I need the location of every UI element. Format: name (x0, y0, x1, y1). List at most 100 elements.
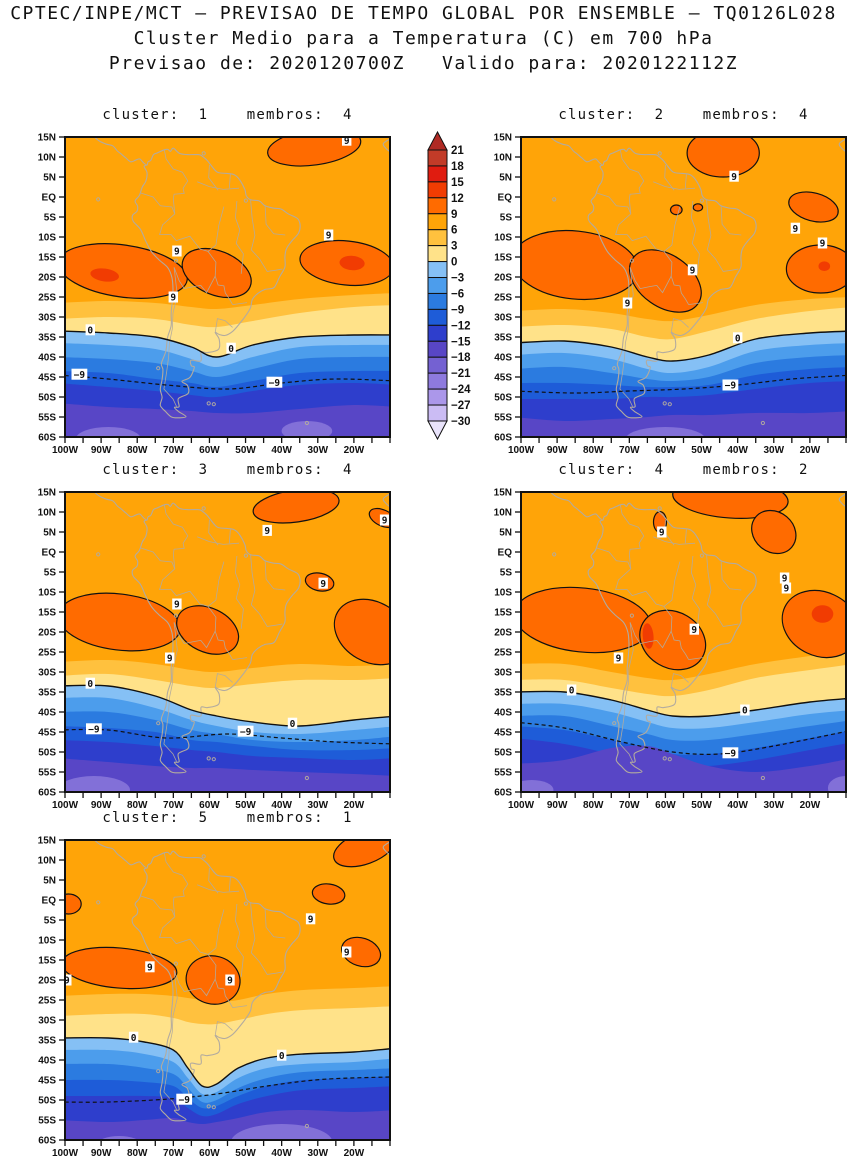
svg-text:70W: 70W (163, 1148, 184, 1157)
svg-text:9: 9 (227, 976, 233, 987)
svg-text:9: 9 (174, 600, 180, 611)
axis-labels: 15N 10N 5N EQ 5S 10S 15S 20S 25S 30S 35S 40S 45S 50S 5… (494, 488, 821, 812)
svg-text:9: 9 (820, 239, 826, 250)
svg-text:70W: 70W (163, 445, 184, 456)
svg-text:35S: 35S (38, 688, 56, 699)
svg-text:9: 9 (264, 526, 270, 537)
svg-text:15S: 15S (38, 253, 56, 264)
map-cluster-1: 9 9 9 9 0 0 −9 −9 15N 10N 5N EQ 5S 10S 15S 20S 25S 30S 35S… (38, 133, 391, 457)
svg-text:30S: 30S (494, 313, 512, 324)
svg-text:9: 9 (616, 654, 622, 665)
svg-text:60W: 60W (199, 1148, 220, 1157)
svg-text:20W: 20W (344, 445, 365, 456)
svg-text:−9: −9 (269, 378, 281, 389)
svg-text:15S: 15S (494, 608, 512, 619)
svg-text:10S: 10S (494, 233, 512, 244)
svg-text:80W: 80W (583, 800, 604, 811)
svg-text:35S: 35S (38, 1036, 56, 1047)
svg-text:45S: 45S (38, 1076, 56, 1087)
svg-text:60W: 60W (655, 445, 676, 456)
svg-text:60S: 60S (38, 1136, 56, 1147)
svg-text:−3: −3 (451, 273, 464, 285)
svg-text:55S: 55S (38, 413, 56, 424)
svg-text:9: 9 (167, 654, 173, 665)
svg-text:60W: 60W (199, 445, 220, 456)
svg-text:100W: 100W (508, 445, 535, 456)
svg-text:20W: 20W (344, 800, 365, 811)
axis-ticks (515, 136, 847, 443)
axis-labels: 15N 10N 5N EQ 5S 10S 15S 20S 25S 30S 35S 40S 45S 50S 5… (38, 836, 365, 1157)
svg-text:15S: 15S (38, 608, 56, 619)
svg-text:60W: 60W (199, 800, 220, 811)
svg-text:0: 0 (569, 686, 575, 697)
svg-text:10S: 10S (38, 936, 56, 947)
svg-text:5S: 5S (44, 568, 57, 579)
svg-text:5S: 5S (44, 213, 57, 224)
svg-text:15S: 15S (38, 956, 56, 967)
axis-labels: 15N 10N 5N EQ 5S 10S 15S 20S 25S 30S 35S 40S 45S 50S 5… (38, 133, 365, 457)
axis-labels: 15N 10N 5N EQ 5S 10S 15S 20S 25S 30S 35S 40S 45S 50S 5… (494, 133, 821, 457)
svg-text:0: 0 (451, 257, 457, 269)
svg-text:9: 9 (174, 247, 180, 258)
svg-text:5N: 5N (499, 173, 512, 184)
svg-text:70W: 70W (163, 800, 184, 811)
svg-text:50W: 50W (235, 1148, 256, 1157)
svg-text:30S: 30S (494, 668, 512, 679)
svg-text:60S: 60S (38, 788, 56, 799)
svg-text:9: 9 (344, 136, 350, 147)
svg-text:EQ: EQ (498, 548, 513, 559)
svg-text:9: 9 (784, 584, 790, 595)
contour-labels: 9 9 9 9 9 0 0 −9 (65, 913, 352, 1106)
svg-text:25S: 25S (494, 648, 512, 659)
svg-text:−9: −9 (725, 381, 737, 392)
chart-title-line-2: Cluster Medio para a Temperatura (C) em … (133, 28, 714, 49)
colorbar-labels: 21 18 15 12 9 6 3 0 −3 −6 −9 −12 −15 −18 −21 −24 −27 −30 (451, 145, 471, 428)
map-plot-area: 9 9 9 9 9 0 0 −9 (65, 840, 390, 1140)
axis-ticks (59, 839, 391, 1146)
svg-text:−9: −9 (240, 727, 252, 738)
svg-text:35S: 35S (494, 688, 512, 699)
svg-text:−15: −15 (451, 336, 471, 348)
svg-text:100W: 100W (52, 800, 79, 811)
svg-text:0: 0 (87, 325, 93, 336)
axis-ticks (59, 136, 391, 443)
svg-text:−9: −9 (725, 748, 737, 759)
svg-text:40S: 40S (38, 708, 56, 719)
svg-text:9: 9 (625, 299, 631, 310)
svg-text:90W: 90W (91, 1148, 112, 1157)
svg-text:15N: 15N (494, 488, 512, 499)
svg-text:9: 9 (326, 231, 332, 242)
axis-ticks (515, 491, 847, 798)
svg-text:70W: 70W (619, 445, 640, 456)
svg-text:15N: 15N (38, 133, 56, 144)
svg-text:9: 9 (170, 293, 176, 304)
svg-text:15N: 15N (38, 488, 56, 499)
svg-text:100W: 100W (52, 1148, 79, 1157)
svg-text:10N: 10N (494, 153, 512, 164)
svg-text:−24: −24 (451, 384, 471, 396)
svg-text:35S: 35S (38, 333, 56, 344)
svg-text:5N: 5N (43, 528, 56, 539)
svg-text:5N: 5N (43, 876, 56, 887)
svg-text:0: 0 (742, 706, 748, 717)
contour-labels: 9 9 9 9 9 0 −9 (622, 170, 828, 392)
svg-text:90W: 90W (547, 445, 568, 456)
svg-text:40S: 40S (494, 353, 512, 364)
svg-text:−6: −6 (451, 289, 464, 301)
svg-text:5N: 5N (499, 528, 512, 539)
svg-text:40W: 40W (271, 445, 292, 456)
coastline-layer (549, 137, 846, 419)
svg-text:EQ: EQ (498, 193, 513, 204)
svg-text:50W: 50W (235, 800, 256, 811)
svg-text:10N: 10N (494, 508, 512, 519)
svg-text:30S: 30S (38, 668, 56, 679)
svg-text:0: 0 (87, 679, 93, 690)
svg-text:90W: 90W (91, 445, 112, 456)
panel-title-cluster-2: cluster: 2 membros: 4 (558, 107, 809, 123)
svg-text:20W: 20W (344, 1148, 365, 1157)
svg-text:9: 9 (659, 528, 665, 539)
svg-text:30S: 30S (38, 1016, 56, 1027)
svg-text:−9: −9 (88, 724, 100, 735)
svg-text:30W: 30W (763, 445, 784, 456)
map-plot-area: 9 9 9 9 9 0 0 −9 −9 (65, 492, 390, 792)
